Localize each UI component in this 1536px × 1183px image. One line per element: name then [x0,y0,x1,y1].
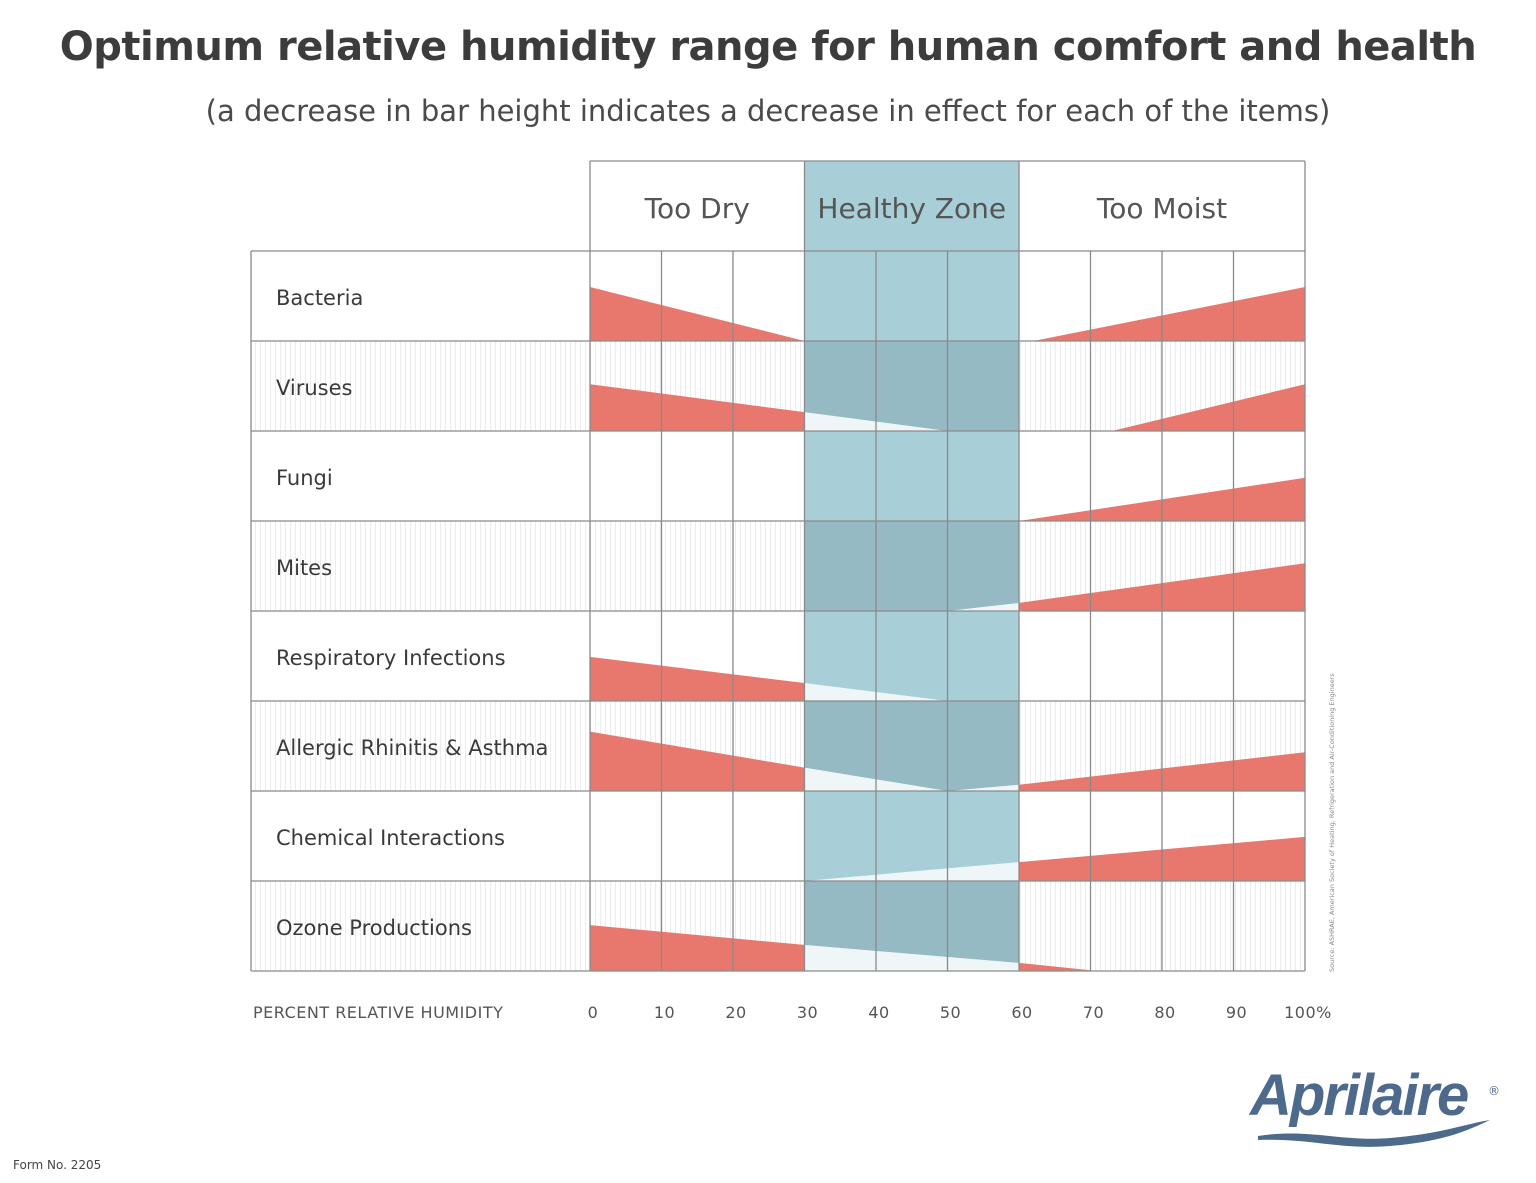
row-label: Allergic Rhinitis & Asthma [276,736,548,760]
effect-wedge-chemical-interactions [804,862,1019,881]
x-tick-label: 90 [1226,1003,1247,1022]
chart-title: Optimum relative humidity range for huma… [59,24,1477,70]
x-tick-label: 70 [1083,1003,1104,1022]
x-tick-label: 100% [1284,1003,1332,1022]
form-number: Form No. 2205 [13,1158,102,1172]
x-tick-label: 20 [725,1003,746,1022]
effect-wedge-viruses [590,384,805,431]
row-label: Fungi [276,466,333,490]
row-label: Mites [276,556,332,580]
x-tick-label: 60 [1011,1003,1032,1022]
effect-wedge-ozone-productions [804,944,1019,971]
effect-wedge-ozone-productions [590,925,805,971]
aprilaire-logo: Aprilaire ® [1250,1062,1510,1152]
effect-wedge-bacteria [590,287,805,341]
effect-wedge-bacteria [1033,287,1305,341]
x-tick-label: 50 [940,1003,961,1022]
row-label: Ozone Productions [276,916,472,940]
source-note: Source: ASHRAE, American Society of Heat… [1328,673,1336,972]
zone-header-healthy-zone: Healthy Zone [817,192,1006,225]
row-label: Chemical Interactions [276,826,505,850]
healthy-zone-row-shade [804,341,1019,431]
x-axis-label: PERCENT RELATIVE HUMIDITY [253,1003,503,1022]
row-label: Bacteria [276,286,363,310]
x-tick-label: 10 [654,1003,675,1022]
effect-wedge-allergic-rhinitis-asthma [590,731,805,791]
zone-header-too-dry: Too Dry [644,192,750,225]
x-tick-label: 0 [588,1003,599,1022]
x-tick-label: 40 [868,1003,889,1022]
x-tick-label: 30 [797,1003,818,1022]
logo-swoosh [1258,1120,1490,1147]
effect-wedge-viruses [804,412,948,431]
x-tick-label: 80 [1154,1003,1175,1022]
effect-wedge-mites [947,602,1019,611]
registered-mark: ® [1488,1084,1500,1098]
row-label: Respiratory Infections [276,646,506,670]
effect-wedge-viruses [1111,384,1305,431]
effect-wedge-respiratory-infections [590,656,805,701]
zone-header-too-moist: Too Moist [1096,192,1227,225]
effect-wedge-allergic-rhinitis-asthma [947,784,1019,791]
effect-wedge-ozone-productions [1019,962,1098,971]
healthy-zone-row-shade [804,521,1019,611]
chart-subtitle: (a decrease in bar height indicates a de… [205,94,1331,128]
row-label: Viruses [276,376,352,400]
logo-text: Aprilaire [1250,1063,1469,1128]
